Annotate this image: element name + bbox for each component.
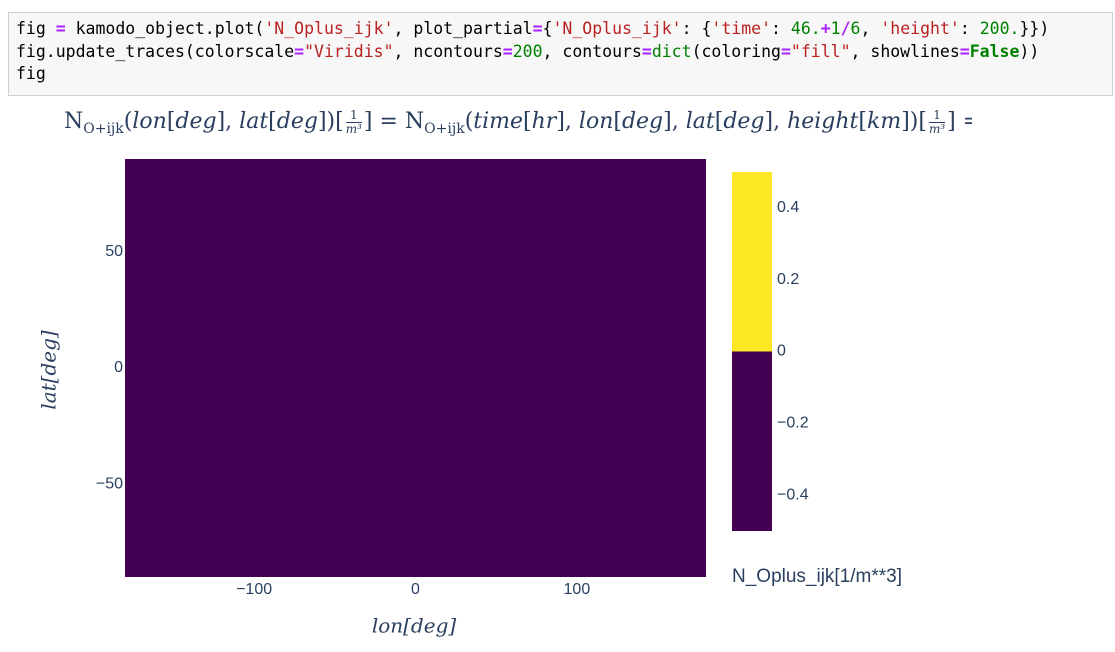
- title-part: N: [64, 109, 84, 134]
- x-tick-label: 100: [564, 581, 591, 598]
- code-token: {: [542, 19, 553, 38]
- code-token: , ncontours: [393, 41, 503, 61]
- code-cell[interactable]: fig = kamodo_object.plot('N_Oplus_ijk', …: [8, 12, 1113, 96]
- title-part: deg: [621, 109, 664, 134]
- title-part: [: [613, 109, 622, 134]
- title-part: ])[: [317, 109, 344, 134]
- title-part: lon: [578, 109, 614, 134]
- code-token: ,: [860, 19, 881, 38]
- numerator: 1: [345, 108, 362, 123]
- title-part: (: [123, 109, 133, 134]
- title-part: ] = λ(: [947, 109, 972, 134]
- code-token: 'N_Oplus_ijk': [552, 19, 682, 38]
- title-part: [: [166, 109, 176, 134]
- colorbar-title: N_Oplus_ijk[1/m**3]: [732, 566, 902, 587]
- code-token: "Viridis": [304, 41, 394, 61]
- code-token: =: [294, 41, 305, 61]
- x-axis-title: lon[deg]: [372, 614, 457, 638]
- title-part: [: [714, 109, 724, 134]
- code-token: =: [641, 41, 652, 61]
- code-line: fig: [16, 63, 1105, 86]
- colorbar-level: [732, 351, 772, 531]
- numerator: 1: [928, 108, 946, 123]
- title-part: ],: [556, 109, 579, 134]
- denominator: m³: [928, 121, 946, 136]
- code-token: =: [780, 41, 791, 61]
- y-tick-label: 50: [105, 243, 123, 260]
- title-part: (: [464, 109, 474, 134]
- code-token: kamodo_object.plot(: [65, 19, 265, 38]
- code-token: : {: [681, 19, 712, 38]
- title-part: O+ijk: [424, 121, 465, 137]
- code-token: fig.update_traces(colorscale: [16, 41, 295, 61]
- title-part: deg: [723, 109, 765, 134]
- colorbar-tick-label: −0.4: [777, 486, 809, 503]
- contour-cell: [125, 159, 706, 577]
- code-line: fig.update_traces(colorscale="Viridis", …: [16, 41, 1105, 64]
- title-part: ],: [764, 109, 788, 134]
- code-token: , contours: [542, 41, 642, 61]
- code-token: =: [532, 19, 543, 38]
- colorbar-tick-label: 0: [777, 343, 786, 360]
- title-part: deg: [276, 109, 318, 134]
- title-part: lat: [685, 109, 715, 134]
- code-token: 46.: [790, 19, 821, 38]
- title-part: ] = N: [363, 109, 425, 134]
- y-axis-title: lat[deg]: [37, 330, 61, 410]
- code-token: dict: [651, 41, 692, 61]
- title-part: O+ijk: [83, 121, 124, 137]
- title-part: km: [867, 109, 902, 134]
- code-token: 'time': [711, 19, 772, 38]
- code-token: False: [969, 41, 1020, 61]
- code-token: 200.: [979, 19, 1020, 38]
- code-token: 'height': [880, 19, 960, 38]
- code-token: fig: [16, 19, 56, 38]
- code-token: }}): [1019, 19, 1050, 38]
- code-token: :: [771, 19, 791, 38]
- code-token: (coloring: [691, 41, 781, 61]
- code-token: =: [502, 41, 513, 61]
- code-token: fig: [16, 64, 46, 83]
- chart-title: NO+ijk(lon[deg], lat[deg])[1 m³] = NO+ijk…: [64, 104, 972, 144]
- y-tick-label: 0: [114, 359, 123, 376]
- code-token: , showlines: [850, 41, 960, 61]
- colorbar-level: [732, 172, 772, 352]
- code-token: =: [55, 19, 66, 38]
- title-part: [: [268, 109, 277, 134]
- code-token: /: [840, 19, 851, 38]
- code-token: 1: [830, 19, 841, 38]
- code-token: 200: [512, 41, 543, 61]
- title-part: [: [523, 109, 532, 134]
- title-part: height: [787, 109, 859, 134]
- fraction: 1 m³: [928, 108, 946, 136]
- code-token: , plot_partial: [393, 19, 533, 38]
- code-token: =: [959, 41, 970, 61]
- title-part: lon: [132, 109, 167, 134]
- code-token: :: [959, 19, 980, 38]
- title-part: time: [473, 109, 524, 134]
- title-part: ],: [663, 109, 686, 134]
- code-token: 'N_Oplus_ijk': [264, 19, 394, 38]
- code-token: +: [820, 19, 831, 38]
- title-part: lat: [239, 109, 269, 134]
- x-tick-label: 0: [411, 581, 420, 598]
- title-part: deg: [175, 109, 217, 134]
- title-part: ])[: [901, 109, 927, 134]
- colorbar-tick-label: 0.2: [777, 271, 799, 288]
- title-part: hr: [531, 109, 557, 134]
- code-line: fig = kamodo_object.plot('N_Oplus_ijk', …: [16, 18, 1105, 41]
- code-token: )): [1019, 41, 1040, 61]
- x-tick-label: −100: [236, 581, 272, 598]
- code-token: 6: [850, 19, 861, 38]
- y-tick-label: −50: [96, 475, 123, 492]
- colorbar-tick-label: −0.2: [777, 415, 809, 432]
- title-part: ],: [216, 109, 240, 134]
- denominator: m³: [345, 121, 362, 136]
- colorbar-tick-label: 0.4: [777, 199, 799, 216]
- fraction: 1 m³: [345, 108, 362, 136]
- code-token: "fill": [790, 41, 851, 61]
- title-part: [: [858, 109, 867, 134]
